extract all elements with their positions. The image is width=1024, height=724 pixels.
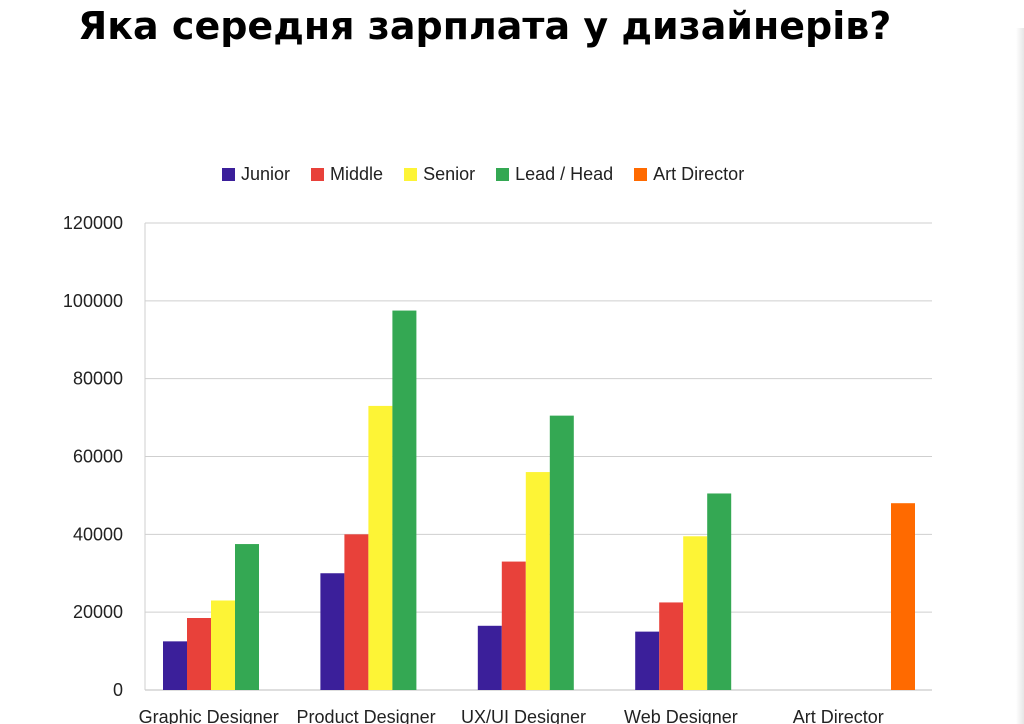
legend-label: Middle (330, 164, 384, 184)
x-tick-label: Product Designer (297, 707, 436, 724)
legend-swatch (311, 168, 325, 181)
bar-lead-head (392, 310, 417, 690)
bar-lead-head (707, 493, 732, 690)
bar-middle (501, 561, 526, 690)
legend-item: Lead / Head (496, 164, 613, 185)
bar-junior (163, 641, 187, 690)
legend-label: Junior (241, 164, 291, 184)
legend-item: Junior (222, 164, 290, 185)
y-tick-label: 20000 (73, 602, 123, 622)
bar-senior (525, 472, 550, 690)
y-tick-label: 80000 (73, 369, 123, 389)
page-edge-shadow (1016, 28, 1024, 724)
legend-label: Lead / Head (515, 164, 614, 184)
legend-swatch (496, 168, 510, 181)
legend-label: Senior (423, 164, 476, 184)
legend-item: Middle (311, 164, 383, 185)
bar-junior (320, 573, 345, 690)
x-tick-label: Art Director (793, 707, 884, 724)
legend-item: Art Director (634, 164, 744, 185)
bar-senior (368, 405, 393, 690)
page-title: Яка середня зарплата у дизайнерів? (78, 4, 892, 48)
bar-lead-head (235, 544, 259, 690)
y-tick-label: 40000 (73, 524, 123, 544)
y-tick-label: 100000 (63, 291, 123, 311)
bar-senior (211, 600, 235, 690)
bar-junior (477, 625, 502, 690)
legend-item: Senior (404, 164, 475, 185)
bar-middle (187, 618, 211, 690)
bar-middle (659, 602, 684, 690)
bar-art-director (891, 503, 915, 690)
legend-swatch (634, 168, 648, 181)
chart-legend: Junior Middle Senior Lead / Head Art Directo… (222, 164, 765, 185)
x-tick-label: Graphic Designer (139, 707, 279, 724)
legend-swatch (404, 168, 418, 181)
bar-senior (683, 536, 708, 690)
bar-lead-head (549, 415, 574, 690)
legend-swatch (222, 168, 235, 181)
legend-label: Art Director (653, 164, 745, 184)
y-tick-label: 60000 (73, 447, 123, 467)
y-tick-label: 0 (113, 680, 123, 700)
bar-middle (344, 534, 369, 690)
y-tick-label: 120000 (63, 213, 123, 233)
x-tick-label: Web Designer (624, 707, 738, 724)
bar-junior (635, 631, 660, 690)
x-tick-label: UX/UI Designer (461, 707, 586, 724)
